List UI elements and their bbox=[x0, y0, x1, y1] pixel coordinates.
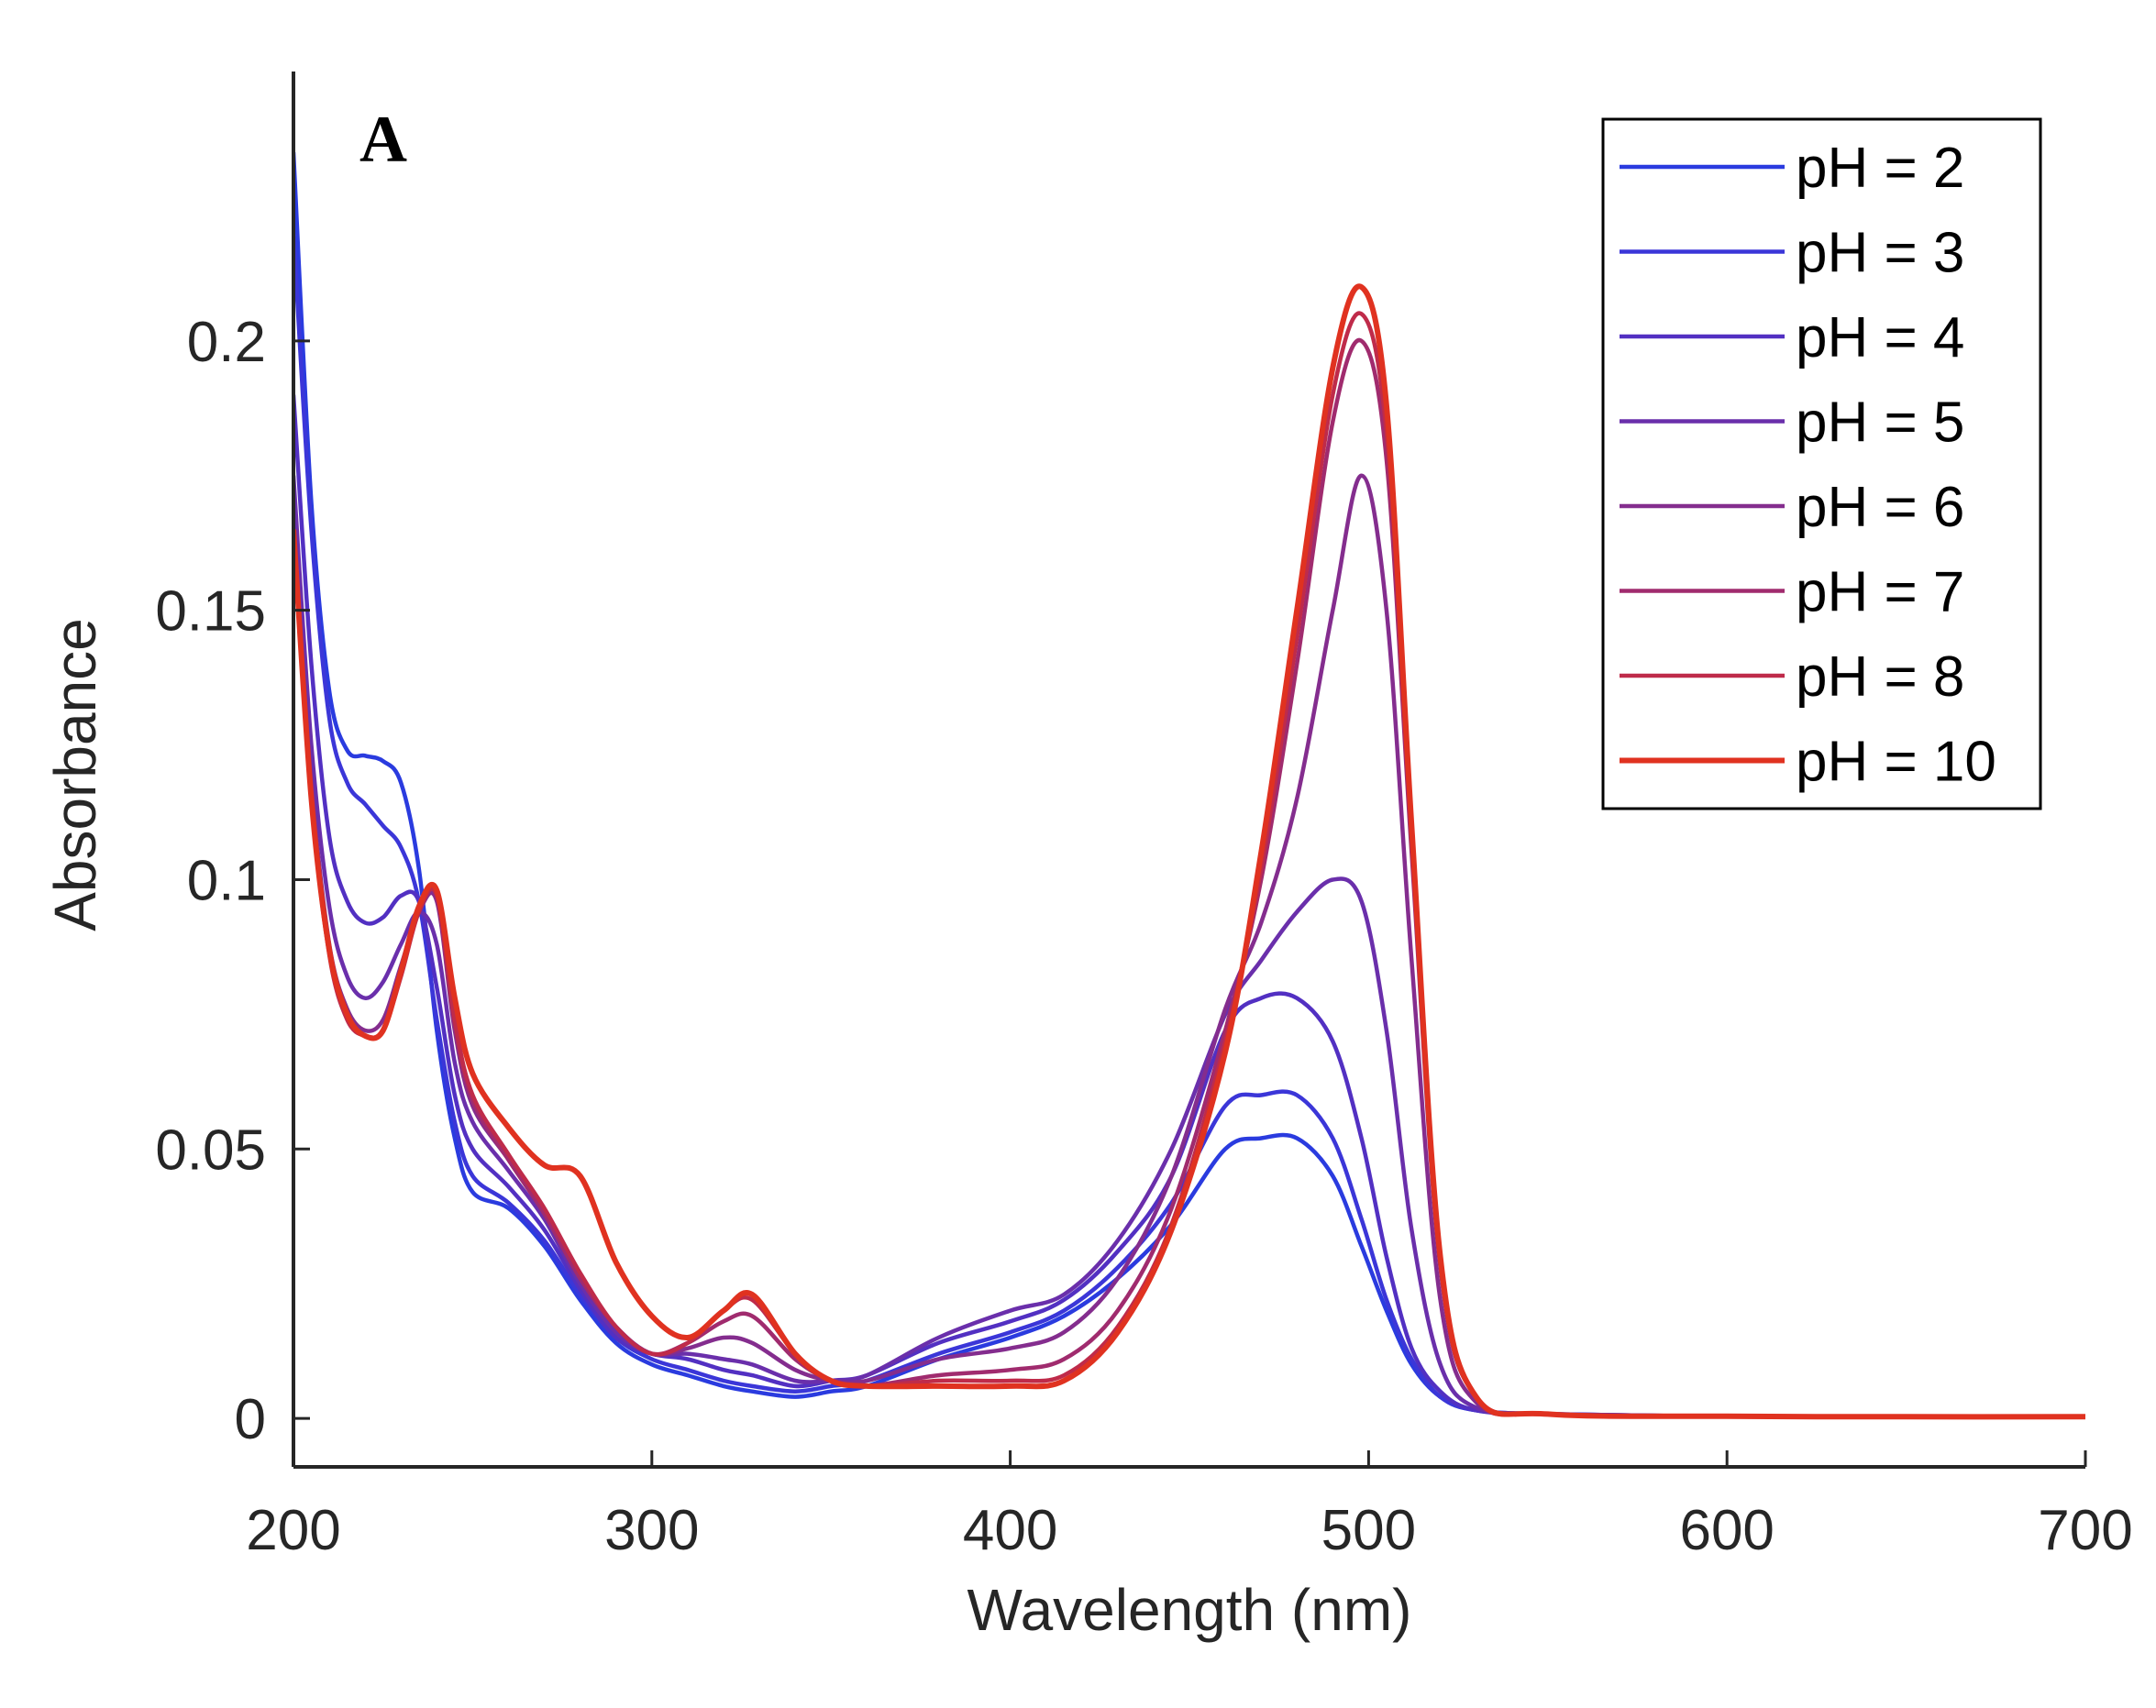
series-line-4 bbox=[293, 475, 2085, 1419]
ticks-layer: 200 300 400 500 600 700 0 0.05 0.1 0.15 0.2 bbox=[155, 311, 2132, 1562]
x-tick-label: 700 bbox=[2038, 1499, 2132, 1562]
x-tick-label: 200 bbox=[246, 1499, 340, 1562]
series-line-8 bbox=[293, 283, 2085, 1420]
x-tick-label: 400 bbox=[963, 1499, 1057, 1562]
legend-entry-4: pH = 5 bbox=[1796, 391, 1964, 455]
y-tick-label: 0.1 bbox=[187, 849, 266, 912]
panel-label: A bbox=[359, 103, 407, 176]
y-tick-label: 0 bbox=[235, 1388, 266, 1451]
x-tick-label: 600 bbox=[1679, 1499, 1774, 1562]
y-axis-label: Absorbance bbox=[42, 618, 108, 931]
legend-entry-6: pH = 7 bbox=[1796, 561, 1964, 624]
legend: pH = 2 pH = 3 pH = 4 pH = 5 pH = 6 pH = 7 pH =… bbox=[1601, 117, 2042, 810]
series-line-2 bbox=[293, 233, 2085, 1419]
axes-layer bbox=[292, 72, 2085, 1469]
series-layer bbox=[293, 151, 2085, 1420]
legend-entry-3: pH = 4 bbox=[1796, 306, 1964, 369]
y-tick-label: 0.15 bbox=[155, 580, 266, 644]
x-tick-label: 300 bbox=[604, 1499, 699, 1562]
legend-entry-5: pH = 6 bbox=[1796, 476, 1964, 539]
legend-entry-7: pH = 8 bbox=[1796, 645, 1964, 709]
legend-box bbox=[1601, 117, 2042, 810]
series-line-1 bbox=[293, 151, 2085, 1419]
legend-entry-8: pH = 10 bbox=[1796, 731, 1996, 794]
legend-entry-1: pH = 2 bbox=[1796, 137, 1964, 200]
y-tick-label: 0.2 bbox=[187, 311, 266, 374]
x-tick-label: 500 bbox=[1321, 1499, 1416, 1562]
y-tick-label: 0.05 bbox=[155, 1118, 266, 1182]
legend-entry-2: pH = 3 bbox=[1796, 222, 1964, 285]
x-axis-label: Wavelength (nm) bbox=[967, 1577, 1412, 1643]
